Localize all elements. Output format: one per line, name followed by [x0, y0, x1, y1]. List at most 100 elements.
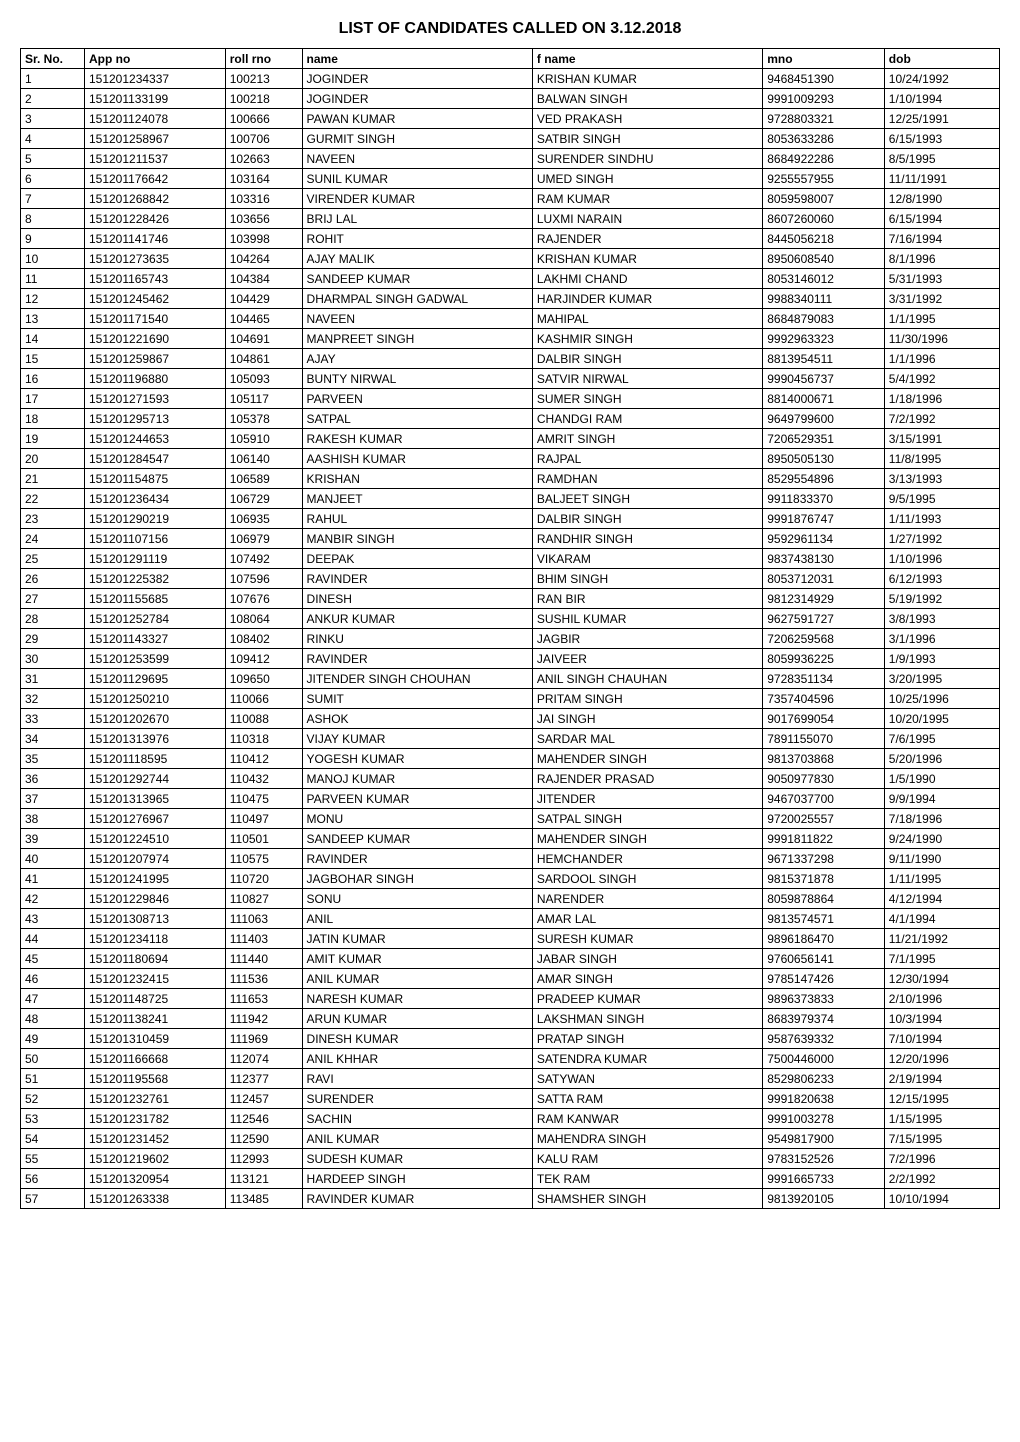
table-cell: 110497 — [225, 809, 302, 829]
table-cell: 53 — [21, 1109, 85, 1129]
table-cell: 104465 — [225, 309, 302, 329]
table-cell: 7206259568 — [763, 629, 885, 649]
table-cell: 2/2/1992 — [884, 1169, 999, 1189]
table-cell: 9991665733 — [763, 1169, 885, 1189]
table-cell: AMIT KUMAR — [302, 949, 532, 969]
table-row: 21151201154875106589KRISHANRAMDHAN852955… — [21, 469, 1000, 489]
table-cell: PAWAN KUMAR — [302, 109, 532, 129]
table-cell: 151201241995 — [84, 869, 225, 889]
table-cell: 151201244653 — [84, 429, 225, 449]
table-cell: 1 — [21, 69, 85, 89]
table-cell: TEK RAM — [532, 1169, 762, 1189]
table-cell: 5/19/1992 — [884, 589, 999, 609]
table-cell: 109650 — [225, 669, 302, 689]
table-row: 43151201308713111063ANILAMAR LAL98135745… — [21, 909, 1000, 929]
table-cell: KALU RAM — [532, 1149, 762, 1169]
table-cell: 104264 — [225, 249, 302, 269]
table-cell: 8683979374 — [763, 1009, 885, 1029]
table-cell: 7/2/1996 — [884, 1149, 999, 1169]
table-cell: 151201232761 — [84, 1089, 225, 1109]
header-dob: dob — [884, 49, 999, 69]
table-cell: 108064 — [225, 609, 302, 629]
table-cell: 9017699054 — [763, 709, 885, 729]
table-row: 42151201229846110827SONUNARENDER80598788… — [21, 889, 1000, 909]
table-cell: 106729 — [225, 489, 302, 509]
table-cell: AMAR LAL — [532, 909, 762, 929]
table-cell: 8529554896 — [763, 469, 885, 489]
table-cell: 104429 — [225, 289, 302, 309]
table-cell: VIRENDER KUMAR — [302, 189, 532, 209]
table-row: 17151201271593105117PARVEENSUMER SINGH88… — [21, 389, 1000, 409]
table-cell: 151201138241 — [84, 1009, 225, 1029]
table-cell: RAKESH KUMAR — [302, 429, 532, 449]
table-cell: 103316 — [225, 189, 302, 209]
table-cell: 110318 — [225, 729, 302, 749]
table-row: 52151201232761112457SURENDERSATTA RAM999… — [21, 1089, 1000, 1109]
table-cell: SURENDER — [302, 1089, 532, 1109]
table-cell: 24 — [21, 529, 85, 549]
table-cell: MANJEET — [302, 489, 532, 509]
table-cell: RAN BIR — [532, 589, 762, 609]
table-cell: 9728803321 — [763, 109, 885, 129]
table-cell: 36 — [21, 769, 85, 789]
table-cell: 151201313976 — [84, 729, 225, 749]
table-cell: 9837438130 — [763, 549, 885, 569]
table-cell: 107676 — [225, 589, 302, 609]
table-row: 2151201133199100218JOGINDERBALWAN SINGH9… — [21, 89, 1000, 109]
page-title: LIST OF CANDIDATES CALLED ON 3.12.2018 — [20, 20, 1000, 38]
table-cell: 44 — [21, 929, 85, 949]
table-row: 46151201232415111536ANIL KUMARAMAR SINGH… — [21, 969, 1000, 989]
table-row: 15151201259867104861AJAYDALBIR SINGH8813… — [21, 349, 1000, 369]
table-cell: SARDOOL SINGH — [532, 869, 762, 889]
table-cell: SURESH KUMAR — [532, 929, 762, 949]
table-cell: 112074 — [225, 1049, 302, 1069]
table-cell: SACHIN — [302, 1109, 532, 1129]
table-cell: 1/27/1992 — [884, 529, 999, 549]
table-cell: PRITAM SINGH — [532, 689, 762, 709]
table-cell: 6/15/1994 — [884, 209, 999, 229]
table-row: 34151201313976110318VIJAY KUMARSARDAR MA… — [21, 729, 1000, 749]
table-cell: 49 — [21, 1029, 85, 1049]
table-cell: 151201118595 — [84, 749, 225, 769]
table-cell: 5/20/1996 — [884, 749, 999, 769]
table-cell: SUNIL KUMAR — [302, 169, 532, 189]
table-cell: 151201129695 — [84, 669, 225, 689]
table-cell: MAHENDRA SINGH — [532, 1129, 762, 1149]
table-cell: RAM KUMAR — [532, 189, 762, 209]
table-cell: 17 — [21, 389, 85, 409]
table-cell: RAVI — [302, 1069, 532, 1089]
table-row: 40151201207974110575RAVINDERHEMCHANDER96… — [21, 849, 1000, 869]
table-cell: 9587639332 — [763, 1029, 885, 1049]
table-cell: 9/5/1995 — [884, 489, 999, 509]
table-cell: 8684922286 — [763, 149, 885, 169]
table-cell: SUSHIL KUMAR — [532, 609, 762, 629]
table-row: 27151201155685107676DINESHRAN BIR9812314… — [21, 589, 1000, 609]
table-cell: 111440 — [225, 949, 302, 969]
table-row: 1151201234337100213JOGINDERKRISHAN KUMAR… — [21, 69, 1000, 89]
table-cell: SATYWAN — [532, 1069, 762, 1089]
candidates-table: Sr. No. App no roll rno name f name mno … — [20, 48, 1000, 1209]
table-cell: 8529806233 — [763, 1069, 885, 1089]
table-cell: 110575 — [225, 849, 302, 869]
table-cell: 1/9/1993 — [884, 649, 999, 669]
table-cell: 8059936225 — [763, 649, 885, 669]
table-cell: 1/18/1996 — [884, 389, 999, 409]
table-cell: 9988340111 — [763, 289, 885, 309]
table-cell: PARVEEN — [302, 389, 532, 409]
table-cell: 112457 — [225, 1089, 302, 1109]
table-cell: 23 — [21, 509, 85, 529]
table-row: 25151201291119107492DEEPAKVIKARAM9837438… — [21, 549, 1000, 569]
table-cell: 151201211537 — [84, 149, 225, 169]
table-cell: 30 — [21, 649, 85, 669]
table-cell: 151201225382 — [84, 569, 225, 589]
table-cell: 41 — [21, 869, 85, 889]
table-cell: 48 — [21, 1009, 85, 1029]
table-row: 12151201245462104429DHARMPAL SINGH GADWA… — [21, 289, 1000, 309]
table-cell: 151201234337 — [84, 69, 225, 89]
table-cell: 34 — [21, 729, 85, 749]
table-cell: 14 — [21, 329, 85, 349]
table-cell: 151201228426 — [84, 209, 225, 229]
table-cell: YOGESH KUMAR — [302, 749, 532, 769]
table-cell: 100213 — [225, 69, 302, 89]
table-cell: 105117 — [225, 389, 302, 409]
